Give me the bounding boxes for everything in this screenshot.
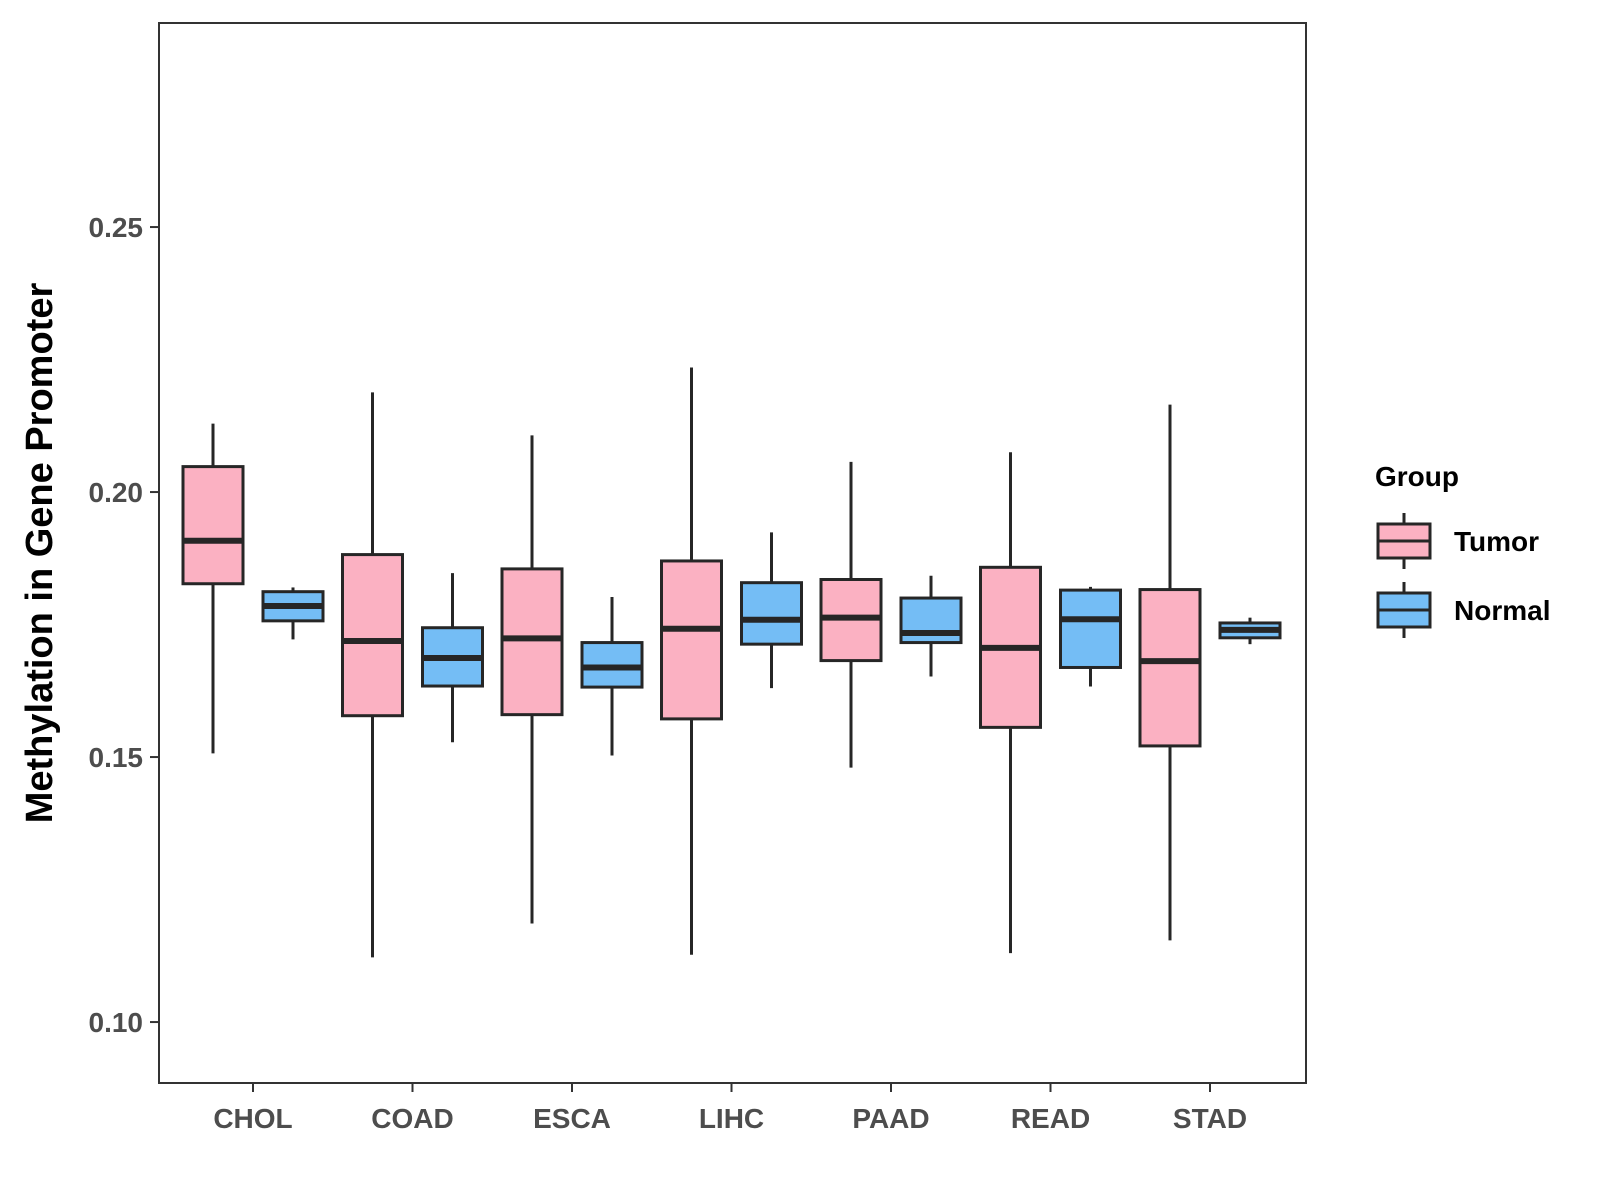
box-tumor-lihc xyxy=(660,367,723,955)
box-normal-coad xyxy=(421,573,484,743)
y-axis: 0.10 0.15 0.20 0.25 xyxy=(89,212,159,1038)
y-tick-label: 0.10 xyxy=(89,1007,144,1038)
box-normal-lihc xyxy=(740,532,803,689)
box-iqr xyxy=(660,559,723,721)
y-tick-label: 0.25 xyxy=(89,212,144,243)
x-tick-label-esca: ESCA xyxy=(533,1103,611,1134)
x-tick-label-stad: STAD xyxy=(1173,1103,1247,1134)
box-iqr xyxy=(500,567,564,717)
boxplot-series xyxy=(181,367,1282,958)
plot-panel xyxy=(158,22,1307,1084)
box-tumor-coad xyxy=(341,392,404,958)
box-normal-chol xyxy=(261,587,325,640)
x-axis: CHOL COAD ESCA LIHC PAAD READ STAD xyxy=(213,1083,1247,1134)
legend-entry-normal: Normal xyxy=(1376,582,1550,638)
box-tumor-read xyxy=(979,452,1042,954)
legend-entry-tumor: Tumor xyxy=(1376,513,1539,569)
y-tick-label: 0.20 xyxy=(89,477,144,508)
y-tick-label: 0.15 xyxy=(89,742,144,773)
legend-label: Tumor xyxy=(1454,526,1539,557)
y-axis-title: Methylation in Gene Promoter xyxy=(19,283,61,824)
x-tick-label-chol: CHOL xyxy=(213,1103,292,1134)
box-normal-read xyxy=(1059,586,1122,687)
box-iqr xyxy=(1138,588,1202,748)
x-tick-label-lihc: LIHC xyxy=(699,1103,764,1134)
x-tick-label-paad: PAAD xyxy=(852,1103,929,1134)
box-tumor-paad xyxy=(819,461,883,768)
x-tick-label-read: READ xyxy=(1011,1103,1090,1134)
x-tick-label-coad: COAD xyxy=(371,1103,453,1134)
box-iqr xyxy=(1059,588,1122,669)
box-normal-stad xyxy=(1218,617,1282,645)
box-tumor-esca xyxy=(500,435,564,924)
box-iqr xyxy=(341,553,404,718)
box-normal-paad xyxy=(899,575,963,677)
legend-label: Normal xyxy=(1454,595,1550,626)
legend: Group Tumor Normal xyxy=(1375,461,1550,638)
box-normal-esca xyxy=(580,596,644,756)
box-tumor-chol xyxy=(181,423,245,754)
box-tumor-stad xyxy=(1138,404,1202,941)
box-iqr xyxy=(181,465,245,586)
legend-title: Group xyxy=(1375,461,1459,492)
box-iqr xyxy=(740,581,803,646)
